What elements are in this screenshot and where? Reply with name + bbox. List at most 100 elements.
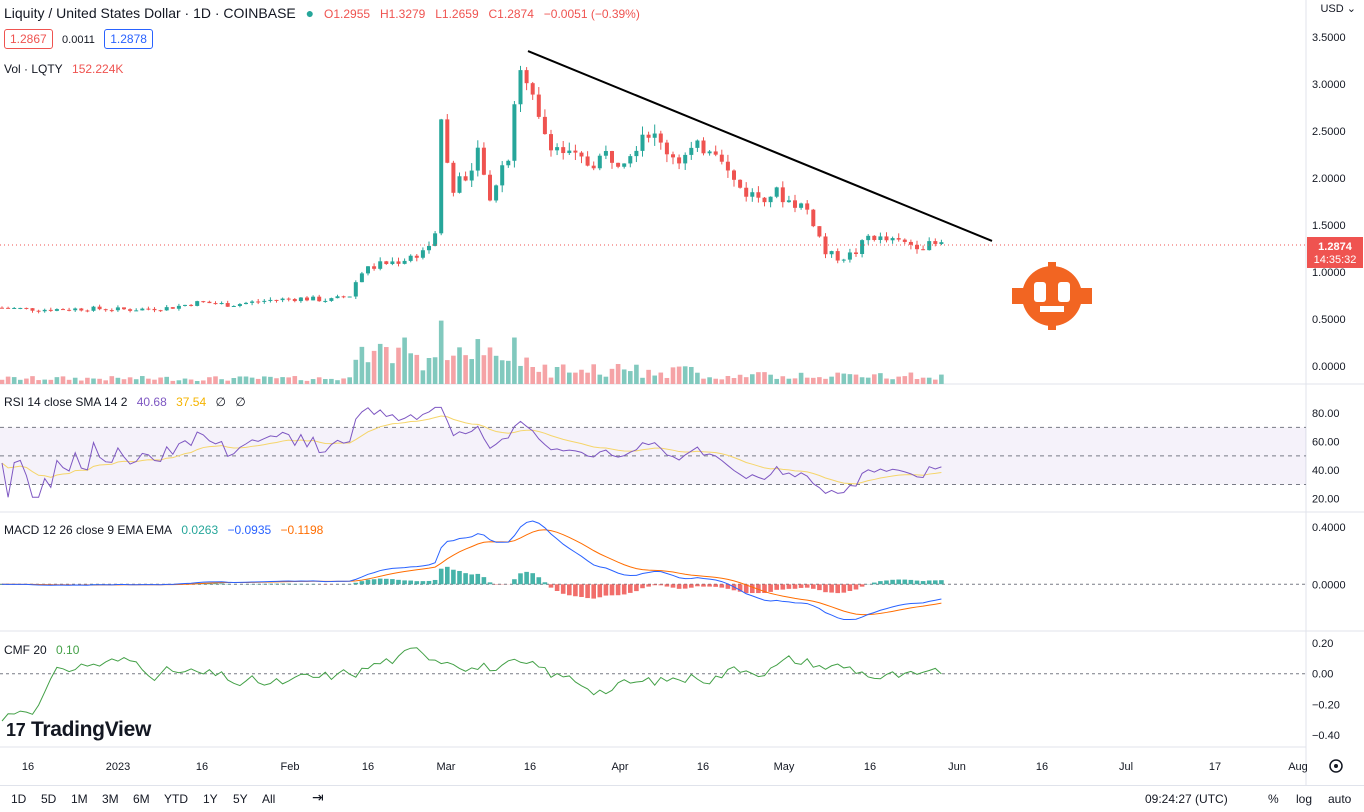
volume-bar [140,376,145,384]
candle [317,296,322,302]
volume-bar [280,377,285,384]
time-axis-tick: Aug [1288,761,1308,773]
volume-label[interactable]: Vol · LQTY [4,62,63,76]
macd-legend: MACD 12 26 close 9 EMA EMA 0.0263 −0.093… [4,523,329,537]
volume-bar [420,370,426,384]
volume-bar [426,358,432,384]
volume-bar [615,364,621,384]
candle [841,259,846,261]
volume-bar [896,376,901,384]
timeframe-1m[interactable]: 1M [71,792,88,806]
candle [506,160,511,166]
macd-hist-bar [207,583,212,585]
candle [512,104,517,161]
macd-label[interactable]: MACD 12 26 close 9 EMA EMA [4,523,173,537]
macd-hist-bar [872,582,877,585]
candle [878,236,883,240]
candle [0,307,4,309]
auto-toggle[interactable]: auto [1328,792,1352,806]
rsi-label[interactable]: RSI 14 close SMA 14 2 [4,395,128,409]
candle [146,308,151,310]
candle [634,150,639,157]
volume-bar [792,378,798,384]
timeframe-5d[interactable]: 5D [41,792,57,806]
macd-hist-bar [884,580,889,585]
timeframe-1y[interactable]: 1Y [203,792,218,806]
candle [488,174,492,201]
settings-gear-icon[interactable] [1329,759,1343,773]
market-status-icon: ● [305,5,315,21]
timeframe-ytd[interactable]: YTD [164,792,188,806]
open-value: O1.2955 [324,7,371,21]
timeframe-6m[interactable]: 6M [133,792,150,806]
candle [671,154,675,158]
candle [79,308,84,311]
volume-bar [701,378,706,384]
macd-hist-bar [402,580,407,585]
macd-hist-bar [774,584,779,590]
macd-hist-bar [853,584,859,590]
volume-bar [225,380,230,384]
volume-bar [18,379,23,384]
candle [329,298,334,301]
volume-bar [213,376,218,384]
volume-series [0,320,944,384]
time-axis-tick: 16 [864,761,876,773]
macd-hist-bar [652,584,657,586]
date-range-icon[interactable]: ⇥ [312,789,324,805]
timeframe-3m[interactable]: 3M [102,792,119,806]
candle [237,304,242,306]
clock[interactable]: 09:24:27 (UTC) [1145,792,1228,806]
candle [122,307,126,310]
log-toggle[interactable]: log [1296,792,1313,806]
volume-bar [780,376,786,384]
macd-hist-bar [390,579,395,585]
volume-bar [292,376,298,384]
ask-button[interactable]: 1.2878 [104,29,153,49]
cmf-axis-tick: 0.00 [1312,669,1333,681]
candle [719,154,724,162]
macd-histogram [0,566,944,599]
macd-hist-bar [579,584,584,597]
timeframe-1d[interactable]: 1D [11,792,27,806]
rsi-axis-tick: 80.00 [1312,408,1340,420]
candle [359,273,364,283]
percent-toggle[interactable]: % [1268,792,1279,806]
symbol-title[interactable]: Liquity / United States Dollar · 1D · CO… [4,5,296,21]
macd-hist-bar [664,584,670,587]
candle [164,307,169,311]
tradingview-logo[interactable]: 17 TradingView [6,718,151,741]
volume-bar [908,372,914,384]
macd-hist-bar [792,584,798,589]
macd-hist-bar [634,584,639,592]
candle [256,301,261,303]
macd-hist-bar [554,584,560,591]
candle [298,297,303,302]
volume-bar [377,343,383,384]
price-axis-tick: 2.0000 [1312,173,1346,185]
candle [6,307,11,309]
volume-bar [920,377,926,384]
cmf-label[interactable]: CMF 20 [4,643,47,657]
timeframe-all[interactable]: All [262,792,276,806]
candle [396,261,401,264]
volume-bar [506,360,511,384]
macd-hist-bar [286,583,291,585]
bid-button[interactable]: 1.2867 [4,29,53,49]
volume-bar [353,359,359,384]
candle [915,244,919,250]
macd-hist-bar [908,579,914,585]
volume-bar [750,374,755,384]
chart-canvas[interactable]: 3.5000 3.0000 2.5000 2.0000 1.5000 1.0000 0.50… [0,0,1364,786]
timeframe-5y[interactable]: 5Y [233,792,248,806]
candle [244,302,248,305]
volume-bar [335,380,340,384]
trendline[interactable] [527,50,993,242]
macd-hist-bar [438,568,444,585]
macd-hist-bar [548,584,554,588]
candle [140,308,145,311]
macd-hist-bar [213,583,218,585]
currency-selector[interactable]: USD ⌄ [1320,3,1356,15]
candle [292,299,297,302]
volume-bar [194,380,200,384]
